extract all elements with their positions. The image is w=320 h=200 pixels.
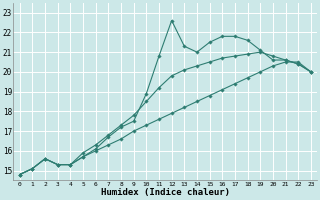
X-axis label: Humidex (Indice chaleur): Humidex (Indice chaleur) (101, 188, 230, 197)
